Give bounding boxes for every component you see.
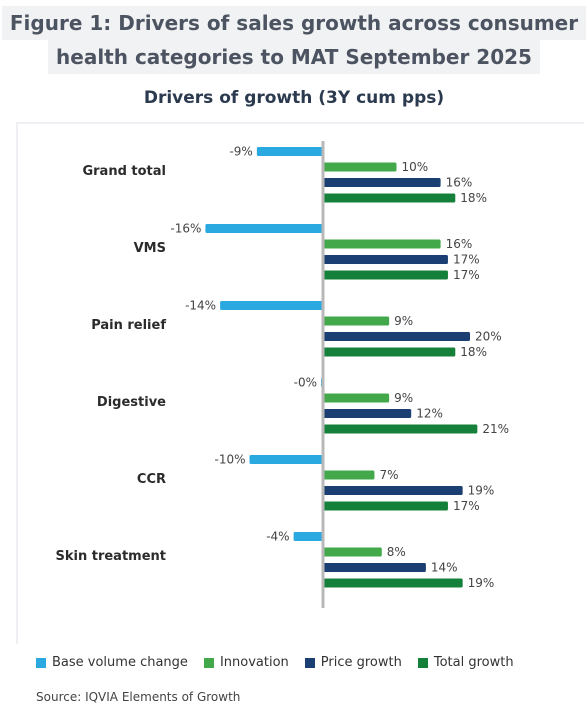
legend-label-price-growth: Price growth <box>320 655 402 670</box>
plot-area <box>16 122 584 644</box>
figure-title-line-2: health categories to MAT September 2025 <box>48 40 540 74</box>
data-label-innovation-ccr: 7% <box>379 468 398 482</box>
category-label-pain-relief: Pain relief <box>91 318 166 333</box>
legend-swatch-innovation <box>203 657 214 668</box>
bar-total-growth-pain-relief <box>323 347 456 357</box>
data-label-innovation-digestive: 9% <box>394 391 413 405</box>
data-label-price-growth-pain-relief: 20% <box>475 330 502 344</box>
bar-innovation-digestive <box>323 393 390 403</box>
bar-total-growth-grand-total <box>323 193 456 203</box>
bar-chart: -9%10%16%18%Grand total-16%16%17%17%VMS-… <box>55 141 509 608</box>
bar-base-volume-change-ccr <box>249 455 323 464</box>
data-label-base-volume-change-digestive: -0% <box>294 376 317 390</box>
data-label-innovation-pain-relief: 9% <box>394 314 413 328</box>
bar-price-growth-ccr <box>323 486 463 495</box>
category-label-grand-total: Grand total <box>82 164 166 179</box>
legend-item-total-growth: Total growth <box>417 655 514 670</box>
data-label-price-growth-ccr: 19% <box>468 484 495 498</box>
data-label-base-volume-change-ccr: -10% <box>214 453 245 467</box>
data-label-base-volume-change-pain-relief: -14% <box>185 299 216 313</box>
legend-item-innovation: Innovation <box>203 655 289 670</box>
legend-label-innovation: Innovation <box>219 655 289 670</box>
data-label-total-growth-digestive: 21% <box>482 422 509 436</box>
bar-innovation-vms <box>323 239 441 249</box>
data-label-total-growth-grand-total: 18% <box>460 191 487 205</box>
bar-price-growth-pain-relief <box>323 332 470 341</box>
legend-label-total-growth: Total growth <box>433 655 514 670</box>
bar-innovation-ccr <box>323 470 375 480</box>
bar-base-volume-change-skin-treatment <box>293 532 323 541</box>
bar-price-growth-digestive <box>323 409 412 418</box>
bar-price-growth-skin-treatment <box>323 563 426 572</box>
bar-innovation-skin-treatment <box>323 547 382 557</box>
legend-swatch-price-growth <box>304 657 315 668</box>
data-label-total-growth-skin-treatment: 19% <box>468 576 495 590</box>
bar-price-growth-vms <box>323 255 448 264</box>
legend-swatch-base-volume <box>36 657 46 668</box>
data-label-total-growth-pain-relief: 18% <box>460 345 487 359</box>
source-note: Source: IQVIA Elements of Growth <box>36 690 241 704</box>
legend-item-price-growth: Price growth <box>304 655 402 670</box>
data-label-price-growth-grand-total: 16% <box>446 176 473 190</box>
bar-total-growth-vms <box>323 270 448 280</box>
category-label-vms: VMS <box>134 241 166 256</box>
category-label-skin-treatment: Skin treatment <box>55 549 166 564</box>
legend: Base volume change Innovation Price grow… <box>36 655 530 670</box>
data-label-price-growth-vms: 17% <box>453 253 480 267</box>
data-label-base-volume-change-vms: -16% <box>170 222 201 236</box>
legend-item-base-volume: Base volume change <box>36 655 188 670</box>
bar-innovation-pain-relief <box>323 316 390 326</box>
data-label-total-growth-ccr: 17% <box>453 499 480 513</box>
data-label-total-growth-vms: 17% <box>453 268 480 282</box>
category-label-ccr: CCR <box>137 472 166 487</box>
data-label-base-volume-change-grand-total: -9% <box>229 145 252 159</box>
data-label-base-volume-change-skin-treatment: -4% <box>266 530 289 544</box>
data-label-innovation-vms: 16% <box>446 237 473 251</box>
bar-price-growth-grand-total <box>323 178 441 187</box>
bar-innovation-grand-total <box>323 162 397 172</box>
bar-total-growth-ccr <box>323 501 448 511</box>
bar-base-volume-change-vms <box>205 224 323 233</box>
data-label-innovation-skin-treatment: 8% <box>387 545 406 559</box>
legend-label-base-volume: Base volume change <box>52 655 188 670</box>
bar-base-volume-change-pain-relief <box>220 301 323 310</box>
bar-base-volume-change-grand-total <box>256 147 323 156</box>
chart-title: Drivers of growth (3Y cum pps) <box>143 88 445 108</box>
category-label-digestive: Digestive <box>97 395 166 410</box>
data-label-innovation-grand-total: 10% <box>402 160 429 174</box>
legend-swatch-total-growth <box>417 657 428 668</box>
figure-title: Figure 1: Drivers of sales growth across… <box>0 6 588 74</box>
bar-total-growth-digestive <box>323 424 478 434</box>
figure-title-line-1: Figure 1: Drivers of sales growth across… <box>1 6 587 40</box>
data-label-price-growth-digestive: 12% <box>416 407 443 421</box>
data-label-price-growth-skin-treatment: 14% <box>431 561 458 575</box>
bar-total-growth-skin-treatment <box>323 578 463 588</box>
